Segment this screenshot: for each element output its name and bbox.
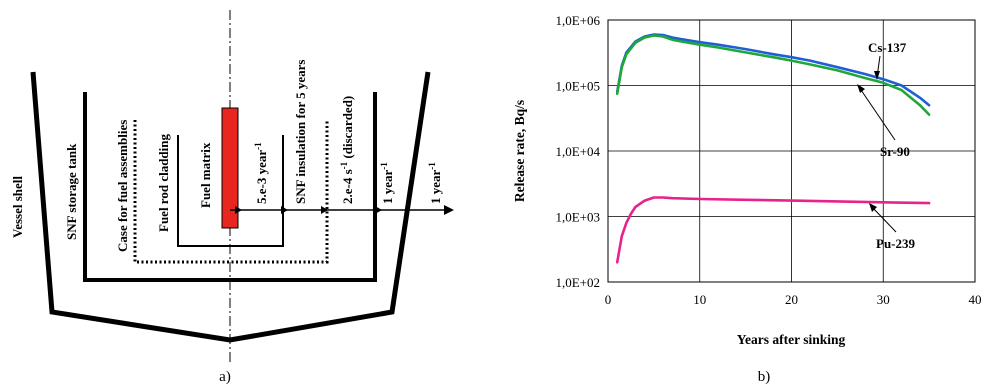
x-tick-label: 0 — [605, 292, 612, 307]
y-tick-label: 1,0E+05 — [555, 79, 600, 94]
sr90-pointer-line — [858, 86, 896, 141]
sr90-annotation: Sr-90 — [880, 144, 910, 159]
y-tick-label: 1,0E+06 — [555, 13, 600, 28]
y-tick-label: 1,0E+04 — [555, 144, 600, 159]
cladding-outline — [177, 135, 284, 247]
vessel-shell-outline — [30, 71, 431, 343]
cs137-pointer-head — [874, 71, 880, 80]
y-tick-labels: 1,0E+02 1,0E+03 1,0E+04 1,0E+05 1,0E+06 — [555, 13, 600, 290]
x-axis-label: Years after sinking — [737, 332, 846, 347]
rate-2-label: SNF insulation for 5 years — [293, 60, 308, 204]
cs137-annotation: Cs-137 — [868, 40, 907, 55]
x-tick-label: 30 — [877, 292, 890, 307]
panel-b-caption: b) — [758, 369, 771, 385]
vessel-shell-label: Vessel shell — [10, 176, 25, 238]
panel-a-caption: a) — [219, 369, 231, 385]
pu-239-series-line — [615, 196, 931, 264]
matrix-label: Fuel matrix — [198, 142, 213, 208]
storage-tank-label: SNF storage tank — [64, 143, 79, 240]
x-tick-label: 10 — [693, 292, 706, 307]
y-tick-label: 1,0E+03 — [555, 210, 600, 225]
pu239-annotation: Pu-239 — [876, 236, 916, 251]
y-axis-label: Release rate, Bq/s — [512, 100, 527, 202]
arrowhead-2 — [281, 206, 288, 214]
pu239-pointer-line — [871, 206, 897, 233]
release-rate-chart: 1,0E+02 1,0E+03 1,0E+04 1,0E+05 1,0E+06 0 10 2… — [512, 13, 982, 385]
transfer-arrowheads — [235, 205, 454, 215]
y-tick-label: 1,0E+02 — [555, 275, 600, 290]
arrowhead-1 — [235, 206, 242, 214]
storage-tank-outline — [83, 92, 377, 282]
rate-1-label: 5.e-3 year-1 — [253, 142, 269, 204]
rate-5-label: 1 year-1 — [427, 162, 443, 204]
pu239-pointer-head — [869, 203, 877, 212]
rate-3-label: 2.e-4 s-1 (discarded) — [339, 96, 355, 204]
schematic-panel: Vessel shell SNF storage tank Case for f… — [10, 10, 454, 385]
x-tick-labels: 0 10 20 30 40 — [605, 292, 982, 307]
arrowhead-3 — [321, 206, 328, 214]
arrowhead-4 — [375, 206, 382, 214]
case-label: Case for fuel assemblies — [115, 120, 130, 252]
fuel-matrix-block — [221, 107, 239, 229]
grid-lines — [608, 20, 975, 282]
x-tick-label: 40 — [969, 292, 982, 307]
case-outline — [133, 120, 329, 264]
x-tick-label: 20 — [785, 292, 798, 307]
rate-4-label: 1 year-1 — [379, 162, 395, 204]
sr-90-series-line — [615, 34, 931, 116]
sr90-pointer-head — [857, 84, 865, 93]
cladding-label: Fuel rod cladding — [156, 133, 171, 232]
arrowhead-5 — [444, 205, 454, 215]
